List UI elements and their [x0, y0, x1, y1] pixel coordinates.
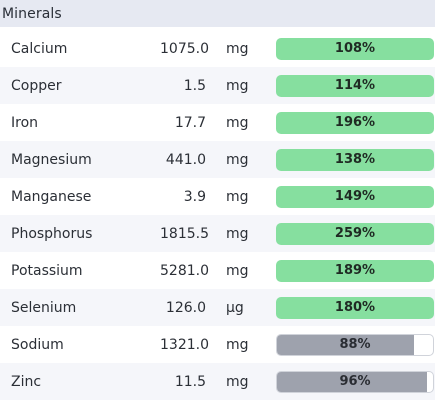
target-progress-fill: [277, 371, 427, 392]
target-progress-bar: 88%: [276, 333, 434, 356]
mineral-name: Sodium: [11, 336, 64, 353]
target-percent-label: 259%: [334, 226, 376, 241]
mineral-row-potassium: Potassium 5281.0 mg 189%: [0, 252, 435, 289]
target-progress-bar: 108%: [276, 37, 434, 60]
mineral-name: Copper: [11, 77, 62, 94]
mineral-row-copper: Copper 1.5 mg 114%: [0, 67, 435, 104]
mineral-amount: 3.9: [183, 188, 206, 205]
target-percent-label: 180%: [334, 300, 376, 315]
mineral-unit: mg: [226, 373, 249, 390]
target-percent-label: 149%: [334, 189, 376, 204]
target-progress-bar: 138%: [276, 148, 434, 171]
target-percent-label: 96%: [339, 374, 371, 389]
mineral-row-sodium: Sodium 1321.0 mg 88%: [0, 326, 435, 363]
mineral-amount: 1815.5: [160, 225, 209, 242]
mineral-amount: 11.5: [174, 373, 206, 390]
mineral-row-magnesium: Magnesium 441.0 mg 138%: [0, 141, 435, 178]
mineral-name: Magnesium: [11, 151, 92, 168]
mineral-row-zinc: Zinc 11.5 mg 96%: [0, 363, 435, 400]
mineral-unit: mg: [226, 151, 249, 168]
target-progress-bar: 114%: [276, 74, 434, 97]
target-progress-bar: 149%: [276, 185, 434, 208]
target-percent-label: 138%: [334, 152, 376, 167]
mineral-unit: mg: [226, 336, 249, 353]
mineral-amount: 441.0: [165, 151, 206, 168]
target-progress-bar: 96%: [276, 370, 434, 393]
mineral-unit: µg: [226, 299, 244, 316]
mineral-unit: mg: [226, 40, 249, 57]
mineral-name: Potassium: [11, 262, 83, 279]
target-progress-bar: 196%: [276, 111, 434, 134]
mineral-amount: 1075.0: [160, 40, 209, 57]
mineral-unit: mg: [226, 262, 249, 279]
mineral-amount: 126.0: [165, 299, 206, 316]
mineral-name: Manganese: [11, 188, 92, 205]
section-title: Minerals: [2, 5, 62, 22]
minerals-list: Calcium 1075.0 mg 108% Copper 1.5 mg 114…: [0, 30, 435, 400]
mineral-row-selenium: Selenium 126.0 µg 180%: [0, 289, 435, 326]
mineral-row-calcium: Calcium 1075.0 mg 108%: [0, 30, 435, 67]
mineral-name: Zinc: [11, 373, 42, 390]
target-progress-bar: 259%: [276, 222, 434, 245]
minerals-section-header: Minerals: [0, 0, 435, 27]
target-percent-label: 114%: [334, 78, 376, 93]
mineral-name: Phosphorus: [11, 225, 93, 242]
target-progress-bar: 189%: [276, 259, 434, 282]
mineral-unit: mg: [226, 114, 249, 131]
mineral-amount: 1.5: [183, 77, 206, 94]
mineral-amount: 5281.0: [160, 262, 209, 279]
mineral-unit: mg: [226, 77, 249, 94]
target-progress-fill: [277, 334, 415, 355]
mineral-name: Selenium: [11, 299, 77, 316]
mineral-amount: 17.7: [174, 114, 206, 131]
target-percent-label: 108%: [334, 41, 376, 56]
mineral-row-manganese: Manganese 3.9 mg 149%: [0, 178, 435, 215]
target-percent-label: 88%: [339, 337, 371, 352]
target-progress-bar: 180%: [276, 296, 434, 319]
target-percent-label: 189%: [334, 263, 376, 278]
mineral-name: Iron: [11, 114, 39, 131]
mineral-row-iron: Iron 17.7 mg 196%: [0, 104, 435, 141]
mineral-row-phosphorus: Phosphorus 1815.5 mg 259%: [0, 215, 435, 252]
mineral-name: Calcium: [11, 40, 68, 57]
mineral-unit: mg: [226, 225, 249, 242]
target-percent-label: 196%: [334, 115, 376, 130]
mineral-amount: 1321.0: [160, 336, 209, 353]
mineral-unit: mg: [226, 188, 249, 205]
